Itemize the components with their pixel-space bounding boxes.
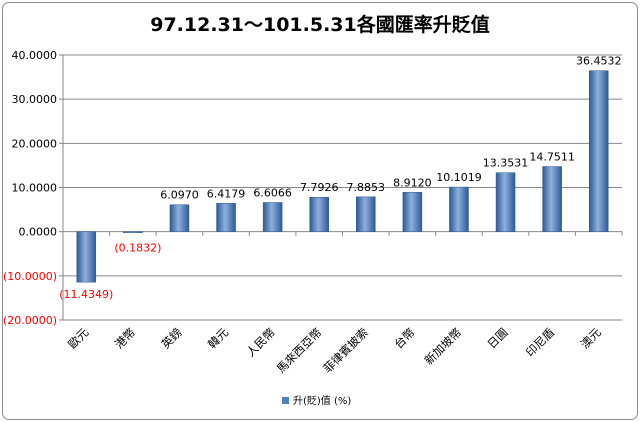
y-tick-label: 20.0000 — [12, 137, 58, 150]
label-layer: (11.4349) 歐元 (0.1832) 港幣 6.0970 英鎊 6.4179 韓元 6.6… — [59, 55, 621, 376]
chart-title: 97.12.31～101.5.31各國匯率升貶值 — [150, 13, 490, 36]
y-tick-label: 40.0000 — [12, 49, 58, 62]
bar — [309, 196, 329, 232]
x-tick-label: 澳元 — [578, 325, 605, 352]
bar — [402, 192, 423, 232]
data-label: 10.1019 — [436, 171, 482, 184]
x-tick-label: 日圓 — [485, 325, 511, 351]
bar — [588, 70, 609, 232]
data-label: (0.1832) — [114, 242, 161, 255]
bar — [449, 186, 469, 232]
data-label: 7.7926 — [300, 181, 339, 194]
data-label: 8.9120 — [393, 176, 432, 189]
bar — [356, 196, 376, 232]
grid-layer: 40.0000 30.0000 20.0000 10.0000 0.0000 (10.00… — [3, 49, 623, 327]
x-tick-label: 馬來西亞幣 — [274, 325, 325, 376]
data-label: 14.7511 — [529, 151, 575, 164]
bar-layer — [76, 70, 609, 283]
x-tick-label: 歐元 — [65, 325, 92, 352]
bar — [76, 231, 97, 283]
legend-swatch — [282, 397, 289, 404]
y-tick-label: (20.0000) — [3, 314, 57, 327]
y-tick-label: (10.0000) — [3, 270, 57, 283]
y-tick-label: 30.0000 — [12, 93, 58, 106]
x-tick-label: 台幣 — [391, 325, 418, 352]
bar — [216, 203, 236, 232]
bar — [495, 172, 516, 232]
x-tick-label: 印尼盾 — [523, 325, 558, 360]
x-tick-label: 人民幣 — [243, 325, 278, 360]
data-label: 6.6066 — [253, 186, 292, 199]
data-label: 13.3531 — [483, 157, 529, 170]
data-label: 36.4532 — [576, 55, 622, 68]
bar — [542, 166, 562, 232]
legend: 升(貶)值 (%) — [282, 394, 351, 407]
x-tick-label: 港幣 — [112, 325, 139, 352]
x-tick-label: 菲律賓披索 — [320, 325, 371, 376]
x-tick-label: 新加坡幣 — [422, 325, 465, 368]
y-tick-label: 0.0000 — [19, 226, 58, 239]
bar — [262, 202, 283, 232]
data-label: 6.0970 — [160, 189, 199, 202]
bar — [169, 204, 190, 232]
x-tick-label: 韓元 — [205, 325, 232, 352]
data-label: 7.8853 — [347, 181, 386, 194]
y-tick-label: 10.0000 — [12, 182, 58, 195]
bar — [123, 231, 143, 233]
data-label: (11.4349) — [59, 288, 113, 301]
legend-label: 升(貶)值 (%) — [293, 394, 351, 407]
data-label: 6.4179 — [207, 187, 246, 200]
x-tick-label: 英鎊 — [158, 325, 184, 351]
